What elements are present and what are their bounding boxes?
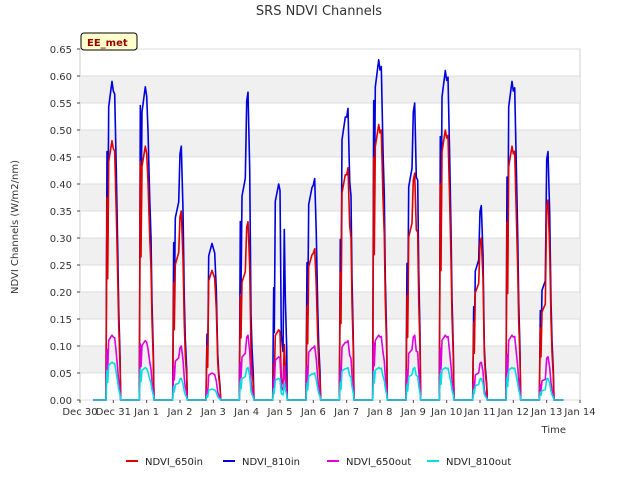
legend: NDVI_650in NDVI_810in NDVI_650out NDVI_810o… [126, 457, 511, 468]
x-tick-label: Jan 2 [167, 407, 193, 418]
series-line-ndvi_810out [93, 361, 564, 401]
x-tick-label: Jan 8 [367, 407, 393, 418]
y-tick-label: 0.35 [50, 207, 72, 218]
x-axis-label: Time [541, 425, 566, 436]
x-tick-label: Jan 7 [333, 407, 359, 418]
plot-area [79, 48, 581, 401]
y-tick-label: 0.50 [50, 126, 72, 137]
x-tick-label: Jan 9 [400, 407, 426, 418]
x-tick-label: Dec 30 [62, 407, 97, 418]
grid-band [80, 238, 580, 265]
x-tick-label: Jan 12 [497, 407, 529, 418]
series-group [93, 59, 564, 401]
legend-label-ndvi_810in: NDVI_810in [242, 457, 300, 468]
grid-band [80, 184, 580, 211]
legend-label-ndvi_810out: NDVI_810out [446, 457, 511, 468]
y-axis-label: NDVI Channels (W/m2/nm) [10, 160, 21, 294]
legend-label-ndvi_650in: NDVI_650in [145, 457, 203, 468]
y-tick-label: 0.25 [50, 261, 72, 272]
site-badge: EE_met [80, 32, 138, 51]
grid-band [80, 346, 580, 373]
grid-band [80, 292, 580, 319]
y-tick-label: 0.30 [50, 234, 72, 245]
x-tick-label: Jan 10 [430, 407, 462, 418]
y-tick-label: 0.20 [50, 288, 72, 299]
grid-band [80, 76, 580, 103]
plot-background [79, 48, 581, 401]
y-tick-label: 0.05 [50, 369, 72, 380]
y-tick-label: 0.65 [50, 45, 72, 56]
site-badge-label: EE_met [87, 38, 128, 49]
x-tick-label: Jan 6 [300, 407, 326, 418]
x-tick-label: Jan 3 [200, 407, 226, 418]
x-tick-label: Jan 5 [267, 407, 293, 418]
axes: 0.00 0.05 0.10 0.15 0.20 0.25 0.30 0.35 0.40 0.45… [50, 45, 596, 418]
x-tick-label: Jan 13 [530, 407, 562, 418]
y-tick-label: 0.10 [50, 342, 72, 353]
x-tick-label: Dec 31 [96, 407, 131, 418]
x-tick-label: Jan 11 [463, 407, 495, 418]
y-tick-label: 0.00 [50, 396, 72, 407]
y-tick-label: 0.55 [50, 99, 72, 110]
legend-label-ndvi_650out: NDVI_650out [346, 457, 411, 468]
x-tick-label: Jan 1 [133, 407, 159, 418]
y-tick-label: 0.60 [50, 72, 72, 83]
x-tick-label: Jan 4 [233, 407, 259, 418]
y-tick-label: 0.40 [50, 180, 72, 191]
y-tick-label: 0.45 [50, 153, 72, 164]
y-tick-label: 0.15 [50, 315, 72, 326]
x-tick-label: Jan 14 [563, 407, 595, 418]
chart-title: SRS NDVI Channels [256, 4, 382, 19]
grid-band [80, 130, 580, 157]
